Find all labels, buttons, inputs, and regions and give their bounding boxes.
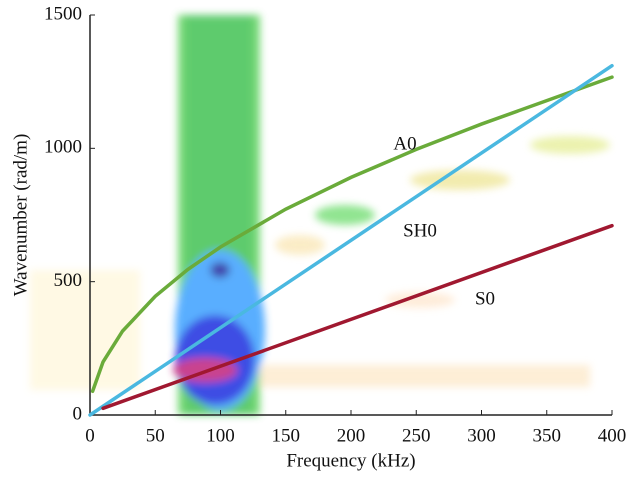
y-axis-label: Wavenumber (rad/m): [10, 134, 31, 297]
series-line: [101, 223, 614, 411]
x-tick-label: 50: [146, 425, 165, 446]
series-label: S0: [475, 288, 495, 309]
x-tick-label: 250: [402, 425, 431, 446]
x-tick-label: 0: [85, 425, 95, 446]
y-tick-label: 1000: [44, 137, 82, 158]
series-line: [88, 63, 614, 417]
y-tick-label: 500: [54, 270, 83, 291]
x-tick-label: 400: [598, 425, 627, 446]
x-tick-label: 150: [272, 425, 301, 446]
x-axis-label: Frequency (kHz): [286, 450, 415, 471]
x-tick-label: 100: [206, 425, 235, 446]
x-tick-label: 300: [467, 425, 496, 446]
series-label: SH0: [403, 220, 437, 241]
spectrum-background: [30, 15, 610, 415]
series-label: A0: [393, 133, 416, 154]
x-tick-label: 200: [337, 425, 366, 446]
series-line: [90, 75, 614, 394]
y-tick-label: 1500: [44, 3, 82, 24]
y-tick-label: 0: [73, 403, 83, 424]
x-tick-label: 350: [533, 425, 562, 446]
